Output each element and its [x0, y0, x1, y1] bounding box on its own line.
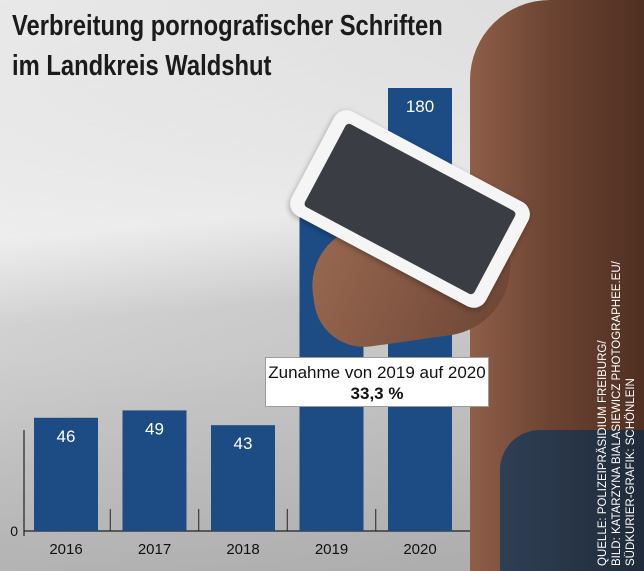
source-credit: QUELLE: POLIZEIPRÄSIDIUM FREIBURG/ BILD:…: [596, 261, 638, 566]
bar-2018: [211, 425, 275, 531]
source-line-1: QUELLE: POLIZEIPRÄSIDIUM FREIBURG/: [597, 340, 609, 566]
bar-value-label-2020: 180: [406, 97, 434, 116]
x-tick-label-2019: 2019: [315, 541, 348, 558]
bar-2016: [34, 417, 98, 531]
source-line-2: BILD: KATARZYNA BIALASIEWICZ PHOTOGRAPHE…: [611, 261, 623, 566]
y-tick-label: 0: [10, 523, 18, 539]
x-tick-label-2017: 2017: [138, 541, 171, 558]
callout-text: Zunahme von 2019 auf 2020: [268, 363, 486, 382]
bar-2017: [122, 410, 187, 531]
bar-value-label-2018: 43: [234, 434, 253, 453]
x-tick-label-2020: 2020: [403, 541, 436, 558]
bar-value-label-2017: 49: [145, 419, 164, 438]
x-tick-label-2018: 2018: [226, 541, 259, 558]
source-line-3: SÜDKURIER-GRAFIK: SCHÖNLEIN: [625, 378, 637, 566]
chart-title: Verbreitung pornografischer Schriften im…: [12, 6, 443, 86]
bar-value-label-2016: 46: [57, 427, 76, 446]
photo-jeans: [500, 430, 644, 571]
callout-percentage: 33,3 %: [350, 384, 404, 403]
chart-title-line1: Verbreitung pornografischer Schriften: [12, 10, 443, 42]
increase-callout: Zunahme von 2019 auf 2020 33,3 %: [265, 357, 489, 407]
chart-title-line2: im Landkreis Waldshut: [12, 50, 272, 82]
x-tick-label-2016: 2016: [49, 541, 82, 558]
